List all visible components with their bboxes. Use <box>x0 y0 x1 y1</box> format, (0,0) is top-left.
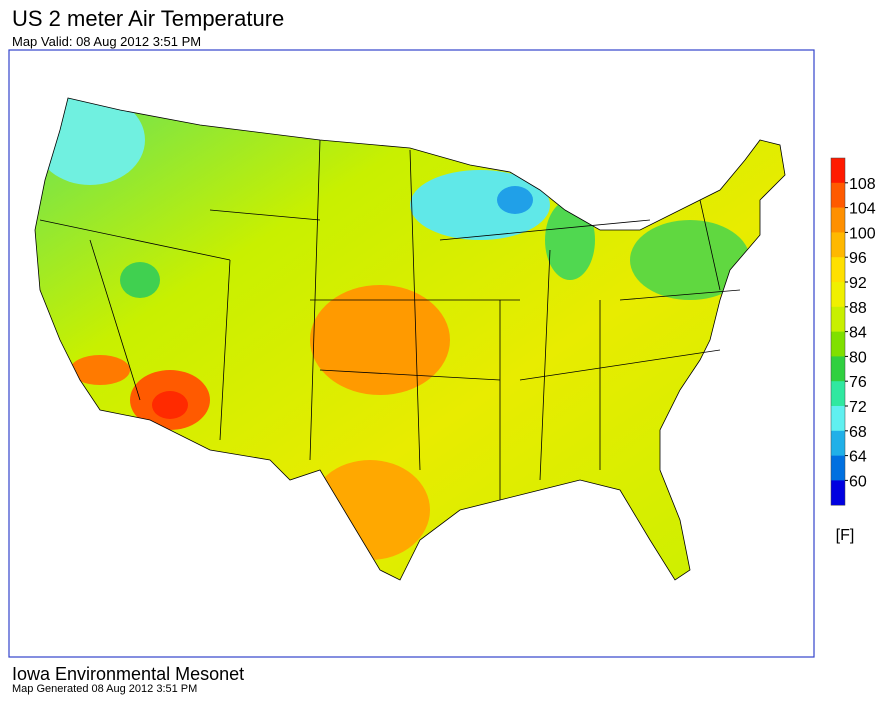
colorbar-label: 108 <box>849 176 876 193</box>
hot-area <box>310 285 450 395</box>
colorbar-segment <box>831 182 845 208</box>
temperature-map <box>35 98 785 580</box>
colorbar-segment <box>831 282 845 308</box>
colorbar-segment <box>831 257 845 283</box>
title: US 2 meter Air Temperature <box>12 6 284 31</box>
generated: Map Generated 08 Aug 2012 3:51 PM <box>12 683 197 695</box>
mild-area <box>630 220 750 300</box>
colorbar-segment <box>831 406 845 432</box>
colorbar-label: 100 <box>849 225 876 242</box>
colorbar-label: 76 <box>849 374 867 391</box>
colorbar-label: 60 <box>849 473 867 490</box>
hot-area <box>310 460 430 560</box>
colorbar-segment <box>831 207 845 233</box>
source: Iowa Environmental Mesonet <box>12 664 244 684</box>
colorbar-segment <box>831 480 845 506</box>
colorbar-segment <box>831 331 845 357</box>
colorbar-label: 68 <box>849 424 867 441</box>
colorbar-label: 84 <box>849 325 867 342</box>
colorbar-label: 96 <box>849 250 867 267</box>
hot-area <box>152 391 188 419</box>
state-borders <box>34 97 786 581</box>
state-lines <box>39 139 741 500</box>
colorbar-label: 104 <box>849 201 876 218</box>
unit-label: [F] <box>836 527 855 544</box>
cool-area <box>35 98 145 185</box>
colorbar-segment <box>831 381 845 407</box>
colorbar-segment <box>831 356 845 382</box>
hot-area <box>70 355 130 385</box>
colorbar-segment <box>831 306 845 332</box>
us-outline <box>34 97 786 581</box>
colorbar-segment <box>831 158 845 184</box>
mild-area <box>120 262 160 298</box>
colorbar: 108 104 100 96 92 88 84 80 76 72 68 64 60 <box>830 157 876 506</box>
colorbar-label: 80 <box>849 349 867 366</box>
mild-area <box>545 200 595 280</box>
colorbar-label: 72 <box>849 399 867 416</box>
map-frame <box>8 49 815 658</box>
colorbar-label: 88 <box>849 300 867 317</box>
colorbar-label: 64 <box>849 449 867 466</box>
colorbar-segment <box>831 232 845 258</box>
colorbar-label: 92 <box>849 275 867 292</box>
colorbar-segment <box>831 430 845 456</box>
cool-area <box>497 186 533 214</box>
subtitle: Map Valid: 08 Aug 2012 3:51 PM <box>12 34 201 49</box>
colorbar-segment <box>831 455 845 481</box>
